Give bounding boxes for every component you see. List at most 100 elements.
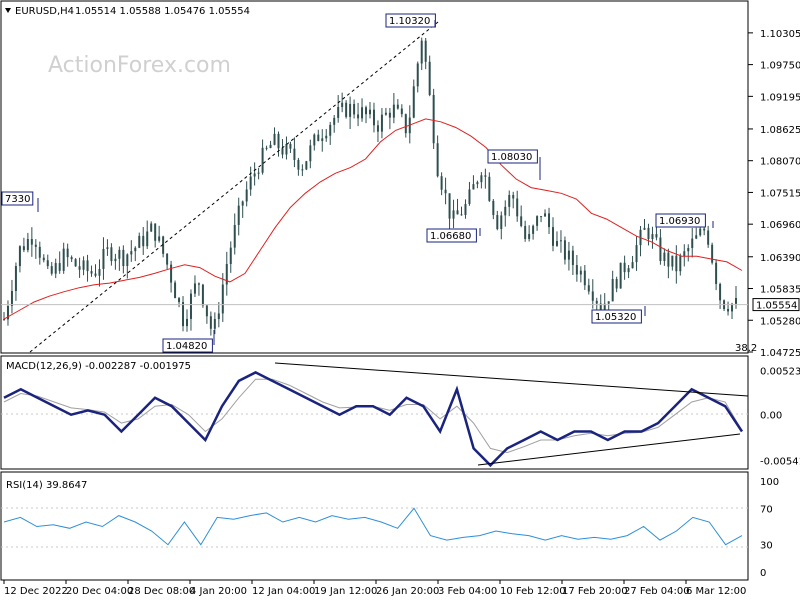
candle-body	[209, 316, 212, 329]
candle-body	[524, 225, 527, 239]
candle-body	[341, 102, 344, 107]
candle-body	[571, 250, 574, 266]
header: EURUSD,H4 1.05514 1.05588 1.05476 1.0555…	[5, 6, 250, 17]
candle-body	[98, 269, 101, 276]
candle-body	[158, 236, 161, 241]
candle-body	[615, 279, 618, 289]
macd-lower-trendline	[477, 433, 741, 466]
candle-body	[26, 239, 29, 251]
candle-body	[150, 223, 153, 232]
price-annotation-box	[487, 149, 538, 164]
candle-body	[667, 252, 670, 267]
candle-body	[317, 134, 320, 141]
candle-body	[444, 189, 447, 194]
time-tick-label: 12 Jan 04:00	[252, 586, 315, 597]
candle-body	[496, 215, 499, 230]
candle-body	[297, 159, 300, 170]
candle-body	[186, 318, 188, 327]
price-tick-label: 1.09195	[760, 92, 800, 103]
candle-body	[400, 108, 403, 115]
candle-body	[715, 262, 718, 284]
candle-body	[552, 227, 554, 246]
candle-body	[528, 233, 531, 239]
candle-body	[703, 228, 706, 231]
candle-body	[134, 247, 137, 252]
candle-body	[583, 270, 586, 286]
candle-body	[253, 173, 256, 177]
candle-body	[392, 104, 395, 118]
fib-level-label: 38.2	[735, 343, 757, 354]
candle-body	[579, 270, 582, 275]
last-price-label: 1.05554	[756, 301, 797, 312]
candle-body	[587, 285, 590, 292]
candle-body	[309, 145, 312, 162]
candle-body	[102, 248, 105, 270]
candle-body	[38, 246, 41, 258]
candle-body	[611, 279, 614, 302]
candle-body	[448, 193, 451, 219]
candle-body	[273, 133, 276, 145]
price-tick-label: 1.04725	[760, 348, 800, 359]
candle-body	[10, 290, 13, 306]
candle-body	[42, 257, 45, 261]
candle-body	[555, 241, 558, 246]
candle-body	[78, 266, 81, 270]
candle-body	[619, 262, 622, 289]
candle-body	[197, 283, 200, 285]
candle-body	[651, 234, 654, 240]
candle-body	[6, 305, 9, 320]
candle-body	[663, 252, 666, 261]
candle-body	[14, 266, 17, 291]
candle-body	[66, 248, 69, 258]
candle-body	[516, 198, 519, 217]
macd-title: MACD(12,26,9) -0.002287 -0.001975	[6, 361, 191, 372]
candle-body	[416, 63, 419, 87]
candle-body	[643, 227, 646, 230]
price-tick-label: 1.07515	[760, 188, 800, 199]
candle-body	[118, 249, 121, 259]
rsi-panel-frame	[0, 471, 749, 581]
candle-body	[114, 258, 117, 262]
candle-body	[277, 133, 280, 149]
candle-body	[727, 309, 730, 312]
candle-body	[122, 249, 125, 267]
candle-body	[142, 235, 145, 247]
macd-tick-label: -0.005416	[760, 456, 800, 467]
price-annotation-label: 1.04820	[166, 341, 207, 352]
candle-body	[221, 284, 224, 314]
candle-body	[544, 213, 547, 217]
candle-body	[623, 262, 626, 273]
candle-body	[205, 305, 208, 317]
candle-body	[333, 117, 336, 125]
candle-body	[687, 248, 690, 252]
price-tick-label: 1.05280	[760, 316, 800, 327]
price-annotation-box	[591, 309, 642, 324]
dropdown-triangle-icon[interactable]	[5, 8, 11, 13]
candle-body	[456, 210, 459, 215]
candle-body	[707, 230, 710, 245]
price-annotation-box	[162, 338, 213, 353]
candle-body	[559, 240, 562, 242]
candle-body	[94, 273, 97, 276]
time-tick-label: 6 Mar 12:00	[686, 586, 746, 597]
candle-body	[420, 40, 423, 64]
candle-body	[492, 200, 495, 216]
candle-body	[34, 244, 37, 247]
candle-body	[106, 247, 109, 249]
candle-body	[591, 291, 594, 301]
candle-body	[369, 109, 371, 115]
macd-tick-label: 0.005236	[760, 366, 800, 377]
candle-body	[536, 216, 539, 226]
macd-axis: 0.005236 0.00 -0.005416	[760, 366, 800, 467]
candle-body	[699, 228, 702, 236]
watermark: ActionForex.com	[48, 53, 231, 78]
candle-body	[178, 298, 181, 303]
candle-body	[540, 216, 543, 218]
candle-body	[321, 138, 324, 141]
candle-body	[225, 263, 228, 285]
candle-body	[325, 135, 328, 139]
candle-body	[349, 103, 352, 117]
candle-body	[126, 254, 129, 267]
time-tick-label: 17 Feb 20:00	[562, 586, 628, 597]
